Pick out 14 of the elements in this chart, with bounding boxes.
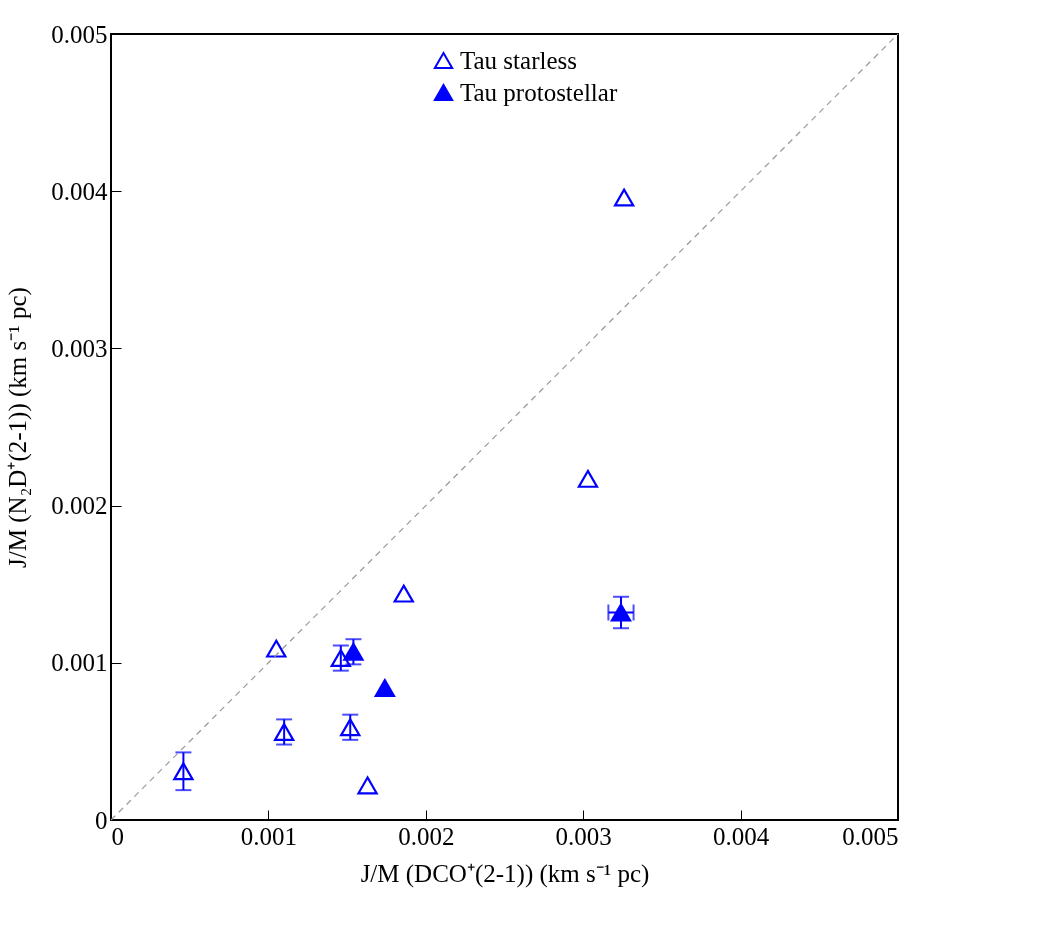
x-axis-title: J/M (DCO⁺(2-1)) (km s⁻¹ pc) [360, 859, 650, 888]
y-tick-label: 0.002 [51, 492, 108, 520]
x-tick-label: 0.001 [240, 822, 298, 850]
y-tick-label: 0.004 [51, 177, 108, 205]
legend-label: Tau starless [460, 46, 577, 74]
x-tick-label: 0.003 [555, 822, 612, 850]
x-tick-label: 0.004 [712, 822, 770, 850]
y-tick-label: 0.005 [51, 20, 108, 48]
y-tick-label: 0.003 [51, 334, 108, 362]
y-tick-label: 0.001 [51, 649, 108, 677]
x-tick-label: 0.005 [842, 822, 899, 850]
x-tick-label: 0.002 [398, 822, 455, 850]
legend-label: Tau protostellar [460, 78, 618, 106]
y-axis-title: J/M (N₂D⁺(2-1)) (km s⁻¹ pc) [4, 287, 33, 568]
